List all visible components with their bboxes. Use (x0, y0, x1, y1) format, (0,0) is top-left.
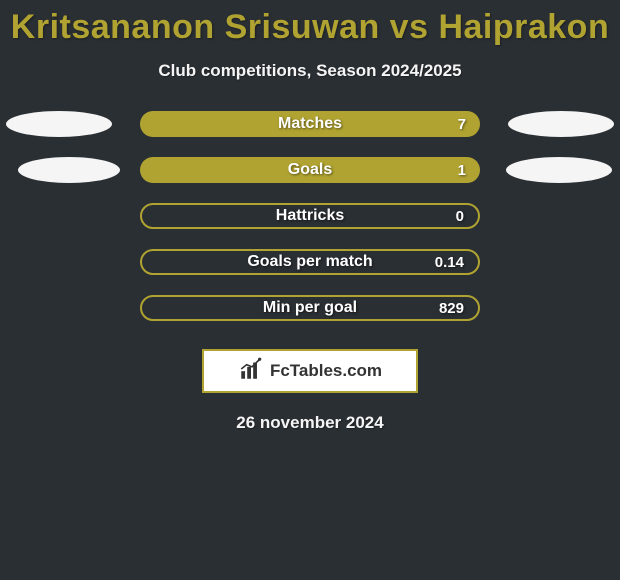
stat-value: 7 (458, 116, 466, 133)
stat-value: 0.14 (435, 254, 464, 271)
stat-bar: Hattricks 0 (140, 203, 480, 229)
stat-value: 1 (458, 162, 466, 179)
stat-bar: Matches 7 (140, 111, 480, 137)
stat-value: 0 (456, 208, 464, 225)
ellipse-right (508, 111, 614, 137)
stat-bar: Min per goal 829 (140, 295, 480, 321)
stat-row: Hattricks 0 (0, 203, 620, 229)
stat-label: Hattricks (276, 207, 344, 225)
stat-label: Matches (278, 115, 342, 133)
stat-label: Goals per match (247, 253, 372, 271)
stat-row: Goals 1 (0, 157, 620, 183)
stat-label: Min per goal (263, 299, 357, 317)
chart-icon (238, 356, 264, 387)
stat-row: Goals per match 0.14 (0, 249, 620, 275)
stat-bar: Goals per match 0.14 (140, 249, 480, 275)
stat-bar: Goals 1 (140, 157, 480, 183)
page-subtitle: Club competitions, Season 2024/2025 (0, 61, 620, 81)
footer-date: 26 november 2024 (0, 413, 620, 433)
ellipse-left (18, 157, 120, 183)
ellipse-left (6, 111, 112, 137)
stats-list: Matches 7 Goals 1 Hattricks 0 Goals per match 0… (0, 111, 620, 321)
ellipse-right (506, 157, 612, 183)
stat-value: 829 (439, 300, 464, 317)
source-badge-text: FcTables.com (270, 361, 382, 381)
infographic-container: Kritsananon Srisuwan vs Haiprakon Club c… (0, 0, 620, 580)
stat-row: Min per goal 829 (0, 295, 620, 321)
source-badge: FcTables.com (202, 349, 418, 393)
page-title: Kritsananon Srisuwan vs Haiprakon (0, 0, 620, 47)
stat-label: Goals (288, 161, 332, 179)
stat-row: Matches 7 (0, 111, 620, 137)
